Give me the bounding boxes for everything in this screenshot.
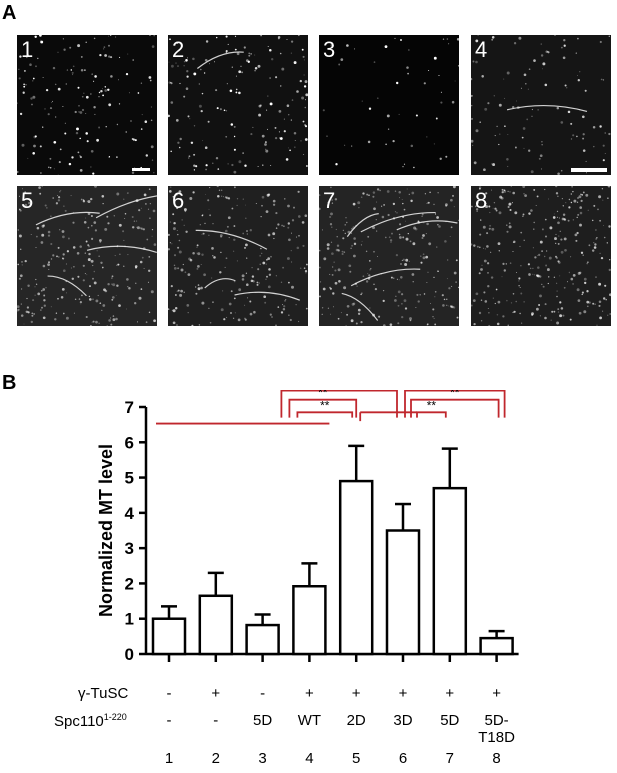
micrograph-number: 5 <box>21 188 34 213</box>
significance-label: ** <box>427 398 437 412</box>
panel-a-label: A <box>2 2 17 24</box>
y-tick-label: 5 <box>125 469 134 488</box>
micrograph-texture <box>17 35 155 175</box>
significance-bracket <box>416 411 447 418</box>
bar <box>385 529 421 656</box>
micrograph-number: 7 <box>323 188 336 213</box>
gamma-tusc-label: γ-TuSC <box>78 685 129 702</box>
micrograph-number: 2 <box>172 37 185 62</box>
gamma-tusc-value: + <box>305 685 314 702</box>
micrograph-texture <box>319 186 459 326</box>
micrograph-texture <box>168 35 308 174</box>
significance-bracket <box>280 390 398 418</box>
panel-b-label: B <box>2 372 17 394</box>
significance-bracket <box>410 398 500 418</box>
bar <box>292 585 327 656</box>
bar <box>198 594 234 656</box>
spc110-range: 1-220 <box>103 712 127 722</box>
gamma-tusc-value: + <box>492 685 501 702</box>
bar <box>151 617 187 656</box>
significance-bracket <box>404 390 506 418</box>
spc110-value: WT <box>297 712 322 729</box>
bar <box>338 479 374 656</box>
significance-label: ** <box>450 390 460 400</box>
gamma-tusc-value: - <box>260 685 266 702</box>
lane-number: 5 <box>352 750 361 767</box>
micrograph-number: 6 <box>172 188 185 213</box>
spc110-value: - <box>166 712 172 729</box>
micrograph-7: 7 <box>319 186 459 326</box>
spc110-value: 2D <box>346 712 366 729</box>
lane-number: 4 <box>305 750 314 767</box>
gamma-tusc-value: - <box>166 685 172 702</box>
y-tick-label: 4 <box>125 504 135 523</box>
bar <box>479 636 514 656</box>
significance-label: * <box>452 390 457 391</box>
micrograph-texture <box>17 186 157 326</box>
gamma-tusc-value: + <box>445 685 455 702</box>
significance-bracket <box>296 411 354 418</box>
micrograph-texture <box>322 37 459 169</box>
bar <box>245 623 280 656</box>
micrograph-3: 3 <box>319 35 459 175</box>
y-tick-label: 7 <box>125 398 134 417</box>
y-tick-label: 2 <box>125 574 134 593</box>
spc110-value: 5D <box>253 712 273 729</box>
spc110-value: 5D <box>440 712 460 729</box>
y-tick-label: 1 <box>125 610 134 629</box>
significance-label: ** <box>320 398 330 412</box>
lane-number: 3 <box>258 750 267 767</box>
gamma-tusc-value: + <box>398 685 408 702</box>
lane-number: 6 <box>398 750 408 767</box>
significance-bracket <box>288 398 358 418</box>
significance-label: ** <box>318 390 328 400</box>
micrograph-texture <box>168 186 308 326</box>
spc110-label: Spc1101-220 <box>54 712 127 730</box>
gamma-tusc-value: + <box>351 685 361 702</box>
micrograph-8: 8 <box>471 186 611 326</box>
micrograph-6: 6 <box>168 186 308 326</box>
y-tick-label: 6 <box>125 433 134 452</box>
spc110-value: - <box>213 712 219 729</box>
y-axis-label: Normalized MT level <box>96 444 116 617</box>
micrograph-5: 5 <box>17 186 157 326</box>
lane-number: 2 <box>211 750 220 767</box>
lane-number: 7 <box>445 750 454 767</box>
bar <box>432 486 468 656</box>
spc110-value: 5D-T18D <box>478 712 515 746</box>
lane-number: 1 <box>164 750 174 767</box>
y-tick-label: 3 <box>125 539 134 558</box>
micrograph-number: 4 <box>475 37 488 62</box>
micrograph-number: 3 <box>323 37 336 62</box>
micrograph-texture <box>471 186 611 326</box>
micrograph-4: 4 <box>471 35 611 175</box>
lane-number: 8 <box>492 750 501 767</box>
y-tick-label: 0 <box>125 645 134 664</box>
spc110-value: 3D <box>393 712 413 729</box>
micrograph-2: 2 <box>168 35 308 175</box>
micrograph-texture <box>471 35 611 175</box>
significance-label: * <box>337 390 342 391</box>
micrograph-number: 8 <box>475 188 488 213</box>
spc110-name: Spc110 <box>54 713 104 730</box>
gamma-tusc-value: + <box>211 685 221 702</box>
micrograph-number: 1 <box>21 37 34 62</box>
micrograph-1: 1 <box>17 35 157 175</box>
